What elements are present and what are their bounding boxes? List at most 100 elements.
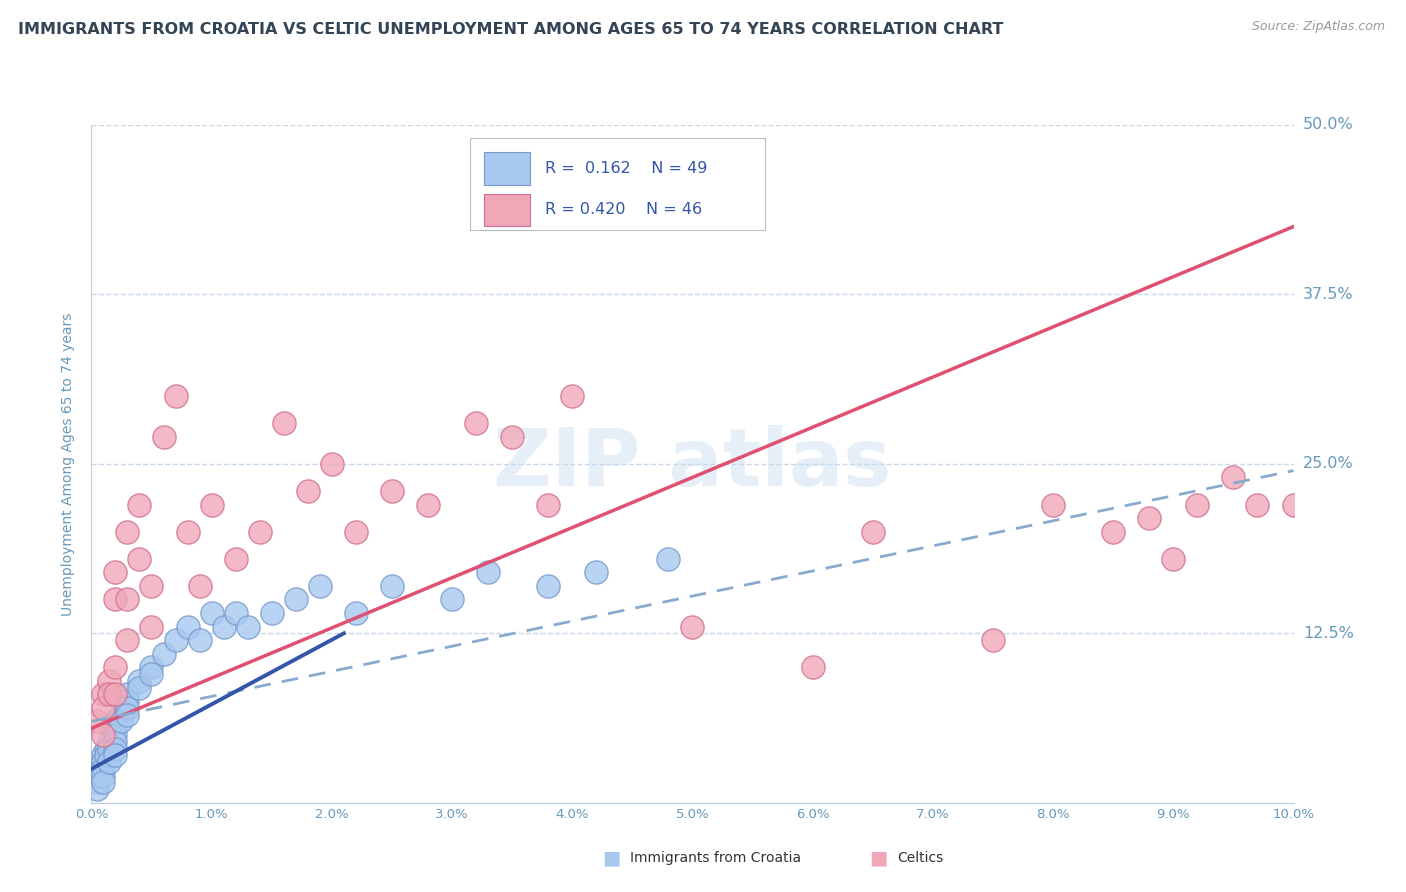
Point: [381, 483, 404, 498]
Point: [104, 741, 127, 756]
Point: [86, 775, 108, 789]
Point: [93, 687, 115, 701]
Point: [98, 673, 121, 688]
Point: [128, 673, 150, 688]
Point: [1222, 470, 1244, 484]
Point: [440, 592, 463, 607]
Point: [98, 741, 121, 756]
Point: [104, 592, 127, 607]
Point: [585, 566, 607, 580]
Point: [152, 430, 174, 444]
Text: R = 0.420    N = 46: R = 0.420 N = 46: [544, 202, 702, 218]
Point: [93, 762, 115, 776]
Point: [141, 660, 163, 674]
Point: [501, 430, 523, 444]
Point: [260, 606, 283, 620]
Point: [236, 619, 259, 633]
Point: [308, 579, 330, 593]
Point: [297, 483, 319, 498]
Point: [104, 748, 127, 763]
Point: [141, 579, 163, 593]
Point: [128, 681, 150, 695]
Point: [344, 606, 367, 620]
Point: [93, 775, 115, 789]
Point: [212, 619, 235, 633]
Point: [93, 748, 115, 763]
Point: [1161, 551, 1184, 566]
Point: [93, 769, 115, 783]
Point: [90, 762, 112, 776]
Point: [561, 389, 583, 403]
Point: [86, 782, 108, 797]
Point: [104, 721, 127, 735]
Text: 25.0%: 25.0%: [1303, 457, 1354, 471]
Point: [86, 769, 108, 783]
Point: [110, 714, 132, 729]
Point: [681, 619, 703, 633]
Point: [344, 524, 367, 539]
Point: [98, 735, 121, 749]
Point: [1102, 524, 1125, 539]
Point: [93, 701, 115, 715]
Y-axis label: Unemployment Among Ages 65 to 74 years: Unemployment Among Ages 65 to 74 years: [62, 312, 76, 615]
Point: [201, 606, 224, 620]
Point: [165, 633, 187, 648]
Point: [188, 633, 211, 648]
Text: ZIP atlas: ZIP atlas: [494, 425, 891, 503]
Point: [188, 579, 211, 593]
Point: [862, 524, 884, 539]
Point: [94, 741, 117, 756]
Point: [465, 416, 488, 430]
Point: [273, 416, 295, 430]
Point: [128, 498, 150, 512]
FancyBboxPatch shape: [470, 138, 765, 230]
Point: [1042, 498, 1064, 512]
Point: [225, 606, 247, 620]
Point: [201, 498, 224, 512]
Text: 37.5%: 37.5%: [1303, 287, 1354, 301]
Text: Immigrants from Croatia: Immigrants from Croatia: [630, 851, 801, 865]
Point: [537, 498, 560, 512]
Text: Celtics: Celtics: [897, 851, 943, 865]
Point: [104, 566, 127, 580]
Text: R =  0.162    N = 49: R = 0.162 N = 49: [544, 161, 707, 176]
Point: [117, 701, 139, 715]
Point: [981, 633, 1004, 648]
Point: [249, 524, 271, 539]
Point: [657, 551, 679, 566]
Point: [284, 592, 307, 607]
Point: [86, 714, 108, 729]
Point: [416, 498, 439, 512]
Point: [104, 660, 127, 674]
Point: [141, 667, 163, 681]
Point: [141, 619, 163, 633]
Point: [117, 707, 139, 722]
Point: [152, 647, 174, 661]
Point: [801, 660, 824, 674]
Point: [117, 694, 139, 708]
Point: [93, 728, 115, 742]
Text: ■: ■: [602, 848, 621, 868]
Point: [117, 687, 139, 701]
Text: 12.5%: 12.5%: [1303, 626, 1354, 640]
Point: [104, 728, 127, 742]
Point: [128, 551, 150, 566]
Point: [1282, 498, 1305, 512]
Point: [110, 707, 132, 722]
Point: [537, 579, 560, 593]
Point: [98, 687, 121, 701]
Point: [1187, 498, 1209, 512]
Point: [176, 524, 198, 539]
Point: [321, 457, 343, 471]
Point: [225, 551, 247, 566]
Point: [104, 735, 127, 749]
Bar: [485, 194, 530, 226]
Point: [104, 687, 127, 701]
Point: [381, 579, 404, 593]
Bar: [485, 153, 530, 185]
Point: [93, 755, 115, 769]
Point: [98, 755, 121, 769]
Text: ■: ■: [869, 848, 889, 868]
Text: 50.0%: 50.0%: [1303, 118, 1354, 132]
Point: [117, 524, 139, 539]
